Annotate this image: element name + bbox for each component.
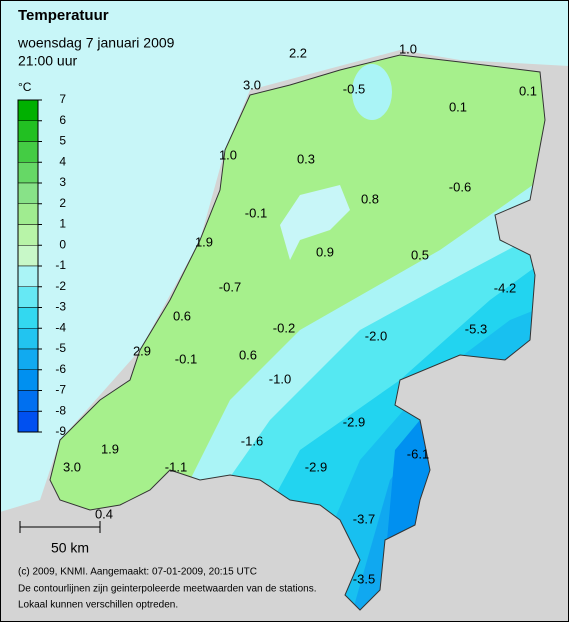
stations: 2.2 1.0 3.0 -0.5 0.1 0.1 1.0 0.3 -0.6 0.8 -0.1 1.9 0… (63, 41, 537, 586)
station-value: -3.7 (353, 511, 375, 526)
legend-label: -1 (55, 258, 66, 272)
legend-swatch (17, 390, 39, 412)
legend-swatch (17, 141, 39, 163)
legend-swatch (17, 99, 39, 121)
station-value: -1.1 (165, 459, 187, 474)
legend-label: -3 (55, 300, 66, 314)
station-value: -2.9 (343, 414, 365, 429)
station-value: -4.2 (494, 280, 516, 295)
legend-swatch (17, 120, 39, 142)
station-value: 3.0 (243, 77, 261, 92)
date: woensdag 7 januari 2009 (17, 35, 175, 51)
station-value: -6.1 (407, 446, 429, 461)
footer: De contourlijnen zijn geinterpoleerde me… (18, 584, 317, 595)
legend-swatch (17, 162, 39, 184)
station-value: -1.6 (241, 433, 263, 448)
station-value: 1.9 (101, 441, 119, 456)
legend-swatch (17, 307, 39, 329)
legend-swatch (17, 265, 39, 287)
station-value: -0.5 (343, 81, 365, 96)
scale-label: 50 km (51, 540, 89, 556)
legend-swatch (17, 245, 39, 267)
station-value: -0.7 (219, 279, 241, 294)
legend-swatch (17, 182, 39, 204)
station-value: -5.3 (465, 321, 487, 336)
legend-label: -2 (55, 279, 66, 293)
legend-unit: °C (18, 80, 32, 94)
station-value: 0.6 (239, 347, 257, 362)
station-value: 3.0 (63, 459, 81, 474)
station-value: -2.9 (305, 459, 327, 474)
station-value: 0.6 (173, 308, 191, 323)
station-value: 0.9 (316, 244, 334, 259)
legend-label: -5 (55, 341, 66, 355)
station-value: 1.0 (219, 147, 237, 162)
legend-swatch (17, 369, 39, 391)
legend-label: 1 (59, 217, 66, 231)
legend-label: -7 (55, 383, 66, 397)
footer: (c) 2009, KNMI. Aangemaakt: 07-01-2009, … (18, 567, 257, 578)
legend-swatch (17, 203, 39, 225)
lake (280, 185, 350, 260)
station-value: 0.3 (297, 151, 315, 166)
footer: Lokaal kunnen verschillen optreden. (18, 600, 178, 611)
station-value: 2.9 (133, 343, 151, 358)
station-value: -0.6 (449, 179, 471, 194)
station-value: 1.9 (195, 234, 213, 249)
station-value: 0.4 (95, 506, 113, 521)
station-value: 1.0 (399, 41, 417, 56)
legend-label: -6 (55, 362, 66, 376)
station-value: -0.1 (175, 351, 197, 366)
legend-swatch (17, 286, 39, 308)
legend-swatch (17, 328, 39, 350)
station-value: 2.2 (289, 45, 307, 60)
legend-label: -8 (55, 403, 66, 417)
zone (380, 420, 440, 610)
legend-label: 5 (59, 134, 66, 148)
station-value: 0.1 (519, 83, 537, 98)
legend-swatch (17, 411, 39, 433)
legend-label: 0 (59, 237, 66, 251)
legend-label: -4 (55, 320, 66, 334)
legend-label: 2 (59, 196, 66, 210)
time: 21:00 uur (18, 53, 77, 69)
legend-label: 3 (59, 175, 66, 189)
legend-label: 4 (59, 154, 66, 168)
legend-label: 6 (59, 113, 66, 127)
zone (352, 64, 392, 120)
station-value: -3.5 (353, 571, 375, 586)
legend: 7 6 5 4 3 2 1 0 -1 -2 -3 -4 -5 -6 -7 -8 -9 (17, 92, 66, 438)
legend-swatch (17, 348, 39, 370)
station-value: 0.5 (411, 247, 429, 262)
legend-swatch (17, 224, 39, 246)
station-value: -2.0 (365, 328, 387, 343)
legend-label: 7 (59, 92, 66, 106)
station-value: -0.1 (245, 205, 267, 220)
station-value: -1.0 (269, 371, 291, 386)
station-value: 0.8 (361, 191, 379, 206)
legend-label: -9 (55, 424, 66, 438)
sea (0, 0, 569, 512)
title: Temperatuur (18, 7, 109, 24)
station-value: -0.2 (273, 320, 295, 335)
station-value: 0.1 (449, 99, 467, 114)
